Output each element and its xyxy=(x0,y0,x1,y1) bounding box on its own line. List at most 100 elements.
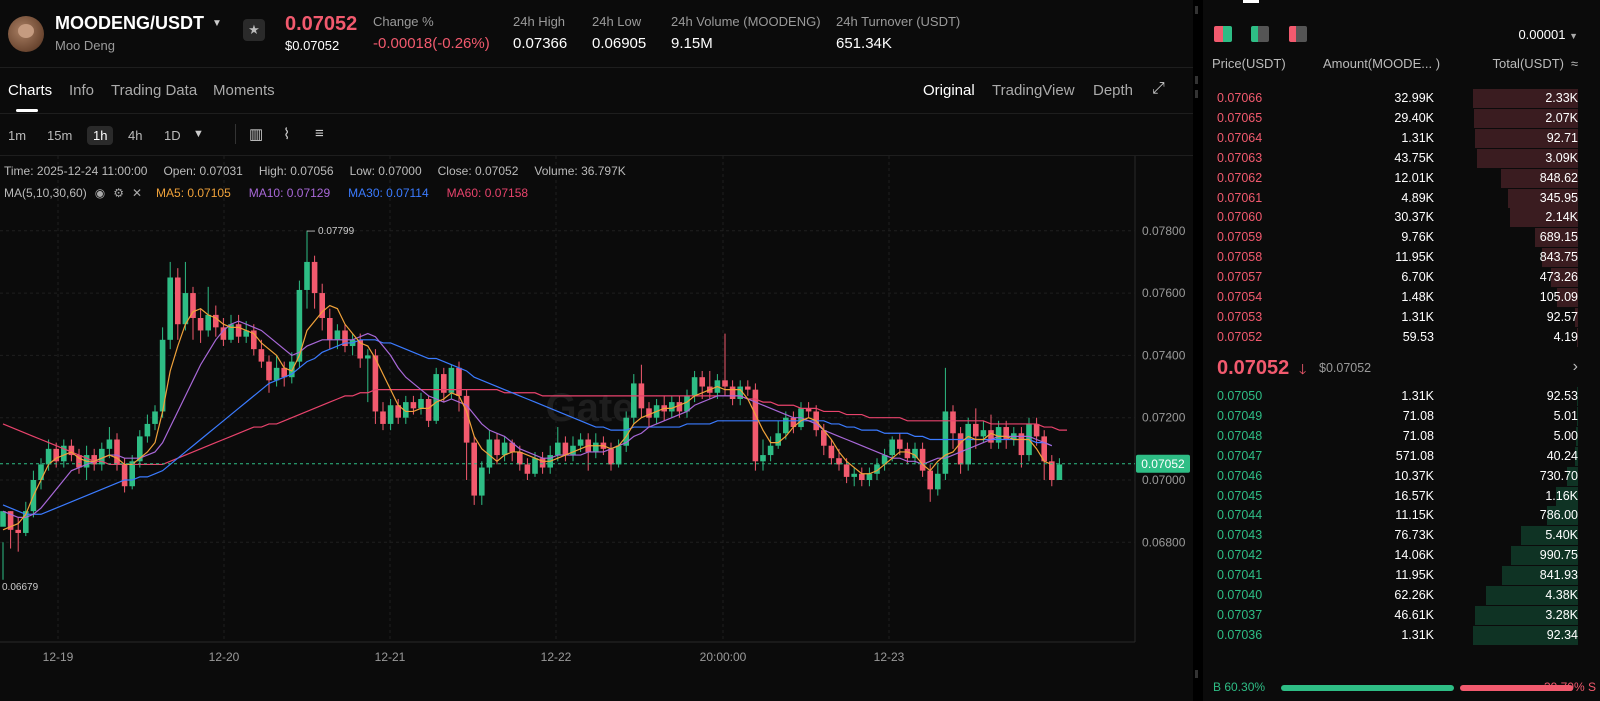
depth-bar xyxy=(1502,566,1578,586)
arrow-down-icon: 🡓 xyxy=(1299,361,1307,377)
settings-list-icon[interactable]: ≡ xyxy=(315,125,324,142)
ask-total: 2.33K xyxy=(1545,91,1578,105)
header-amount[interactable]: Amount(MOODE... ) xyxy=(1323,56,1441,71)
candle-body xyxy=(973,423,979,437)
current-price-label: 0.07052 xyxy=(1141,457,1185,471)
bid-row[interactable]: 0.07048 71.08 5.00 xyxy=(1203,426,1600,447)
ask-price: 0.07057 xyxy=(1217,270,1263,285)
ask-row[interactable]: 0.07054 1.48K 105.09 xyxy=(1203,288,1600,308)
ask-row[interactable]: 0.07066 32.99K 2.33K xyxy=(1203,89,1600,109)
ask-row[interactable]: 0.07058 11.95K 843.75 xyxy=(1203,248,1600,268)
ask-row[interactable]: 0.07057 6.70K 473.26 xyxy=(1203,268,1600,288)
stat-value: 651.34K xyxy=(836,35,892,52)
candle-body xyxy=(927,470,933,490)
candle-body xyxy=(220,327,227,340)
book-mode-bids-icon[interactable] xyxy=(1251,26,1269,42)
interval-1d[interactable]: 1D xyxy=(164,128,181,143)
depth-bar xyxy=(1547,506,1578,526)
sell-ratio: 39.70% S xyxy=(1543,680,1596,694)
book-mode-asks-icon[interactable] xyxy=(1289,26,1307,42)
ask-row[interactable]: 0.07060 30.37K 2.14K xyxy=(1203,208,1600,228)
candle-type-icon[interactable]: ▥ xyxy=(249,126,264,143)
bid-row[interactable]: 0.07049 71.08 5.01 xyxy=(1203,406,1600,427)
ask-row[interactable]: 0.07065 29.40K 2.07K xyxy=(1203,108,1600,129)
ask-amount: 4.89K xyxy=(1401,190,1434,205)
bid-row[interactable]: 0.07050 1.31K 92.53 xyxy=(1203,387,1600,407)
order-book: 0.00001 ▼ Price(USDT) Amount(MOODE... ) … xyxy=(1203,0,1600,701)
tab-info[interactable]: Info xyxy=(69,82,95,99)
ask-row[interactable]: 0.07053 1.31K 92.57 xyxy=(1203,307,1600,328)
eye-icon[interactable]: ◉ xyxy=(94,186,106,200)
mid-price: 0.07052 xyxy=(1217,357,1290,379)
view-tradingview[interactable]: TradingView xyxy=(992,82,1075,99)
stat-value: -0.00018(-0.26%) xyxy=(373,35,490,52)
candlestick-chart[interactable]: 0.07800 0.07600 0.07400 0.07200 0.07000 0.068… xyxy=(0,156,1193,701)
candle-body xyxy=(790,417,797,428)
depth-bar xyxy=(1577,406,1578,426)
resize-handle[interactable] xyxy=(1195,76,1198,84)
view-original[interactable]: Original xyxy=(923,82,975,99)
close-icon[interactable]: ✕ xyxy=(131,186,143,200)
candle-body xyxy=(205,314,211,331)
resize-handle[interactable] xyxy=(1195,90,1198,98)
header-total[interactable]: Total(USDT) xyxy=(1492,56,1564,71)
ask-row[interactable]: 0.07063 43.75K 3.09K xyxy=(1203,148,1600,169)
book-mode-both-icon[interactable] xyxy=(1214,26,1232,42)
pair-selector[interactable]: MOODENG/USDT ▼ xyxy=(55,13,222,34)
candle-body xyxy=(904,448,911,459)
star-icon[interactable]: ★ xyxy=(243,19,265,41)
last-price: 0.07052 xyxy=(285,13,358,35)
x-tick-label: 12-20 xyxy=(209,650,240,664)
ma-legend: MA(5,10,30,60) ◉ ⚙ ✕ MA5: 0.07105 MA10: … xyxy=(4,186,528,200)
ask-price: 0.07059 xyxy=(1217,230,1263,245)
bid-row[interactable]: 0.07045 16.57K 1.16K xyxy=(1203,486,1600,507)
ask-row[interactable]: 0.07052 59.53 4.19 xyxy=(1203,327,1600,348)
bid-row[interactable]: 0.07036 1.31K 92.34 xyxy=(1203,625,1600,646)
candle-body xyxy=(836,458,842,465)
ask-row[interactable]: 0.07061 4.89K 345.95 xyxy=(1203,188,1600,209)
tab-trading-data[interactable]: Trading Data xyxy=(111,82,198,99)
bid-row[interactable]: 0.07043 76.73K 5.40K xyxy=(1203,526,1600,546)
settings-icon[interactable]: ⚙ xyxy=(113,186,124,200)
tab-charts[interactable]: Charts xyxy=(8,82,53,99)
candle-body xyxy=(365,355,371,359)
candle-body xyxy=(334,330,341,340)
bid-amount: 46.61K xyxy=(1394,607,1434,622)
interval-4h[interactable]: 4h xyxy=(128,128,143,143)
y-tick-label: 0.07600 xyxy=(1142,286,1186,300)
chevron-right-icon[interactable]: › xyxy=(1572,358,1578,375)
expand-icon[interactable]: ⤢ xyxy=(1152,80,1165,97)
depth-bar xyxy=(1473,89,1578,108)
view-depth[interactable]: Depth xyxy=(1093,82,1134,99)
ask-row[interactable]: 0.07059 9.76K 689.15 xyxy=(1203,228,1600,248)
candle-body xyxy=(45,448,52,465)
bid-row[interactable]: 0.07046 10.37K 730.70 xyxy=(1203,466,1600,487)
bid-total: 1.16K xyxy=(1545,488,1578,503)
resize-handle[interactable] xyxy=(1195,6,1198,14)
ask-row[interactable]: 0.07062 12.01K 848.62 xyxy=(1203,168,1600,189)
interval-1h[interactable]: 1h xyxy=(87,126,114,145)
panel-divider[interactable] xyxy=(1193,0,1203,701)
candle-body xyxy=(15,529,21,533)
interval-15m[interactable]: 15m xyxy=(47,128,73,143)
candle-body xyxy=(950,411,956,434)
bid-row[interactable]: 0.07042 14.06K 990.75 xyxy=(1203,546,1600,566)
toolbar-divider xyxy=(235,124,236,144)
bid-row[interactable]: 0.07044 11.15K 786.00 xyxy=(1203,506,1600,526)
bid-row[interactable]: 0.07047 571.08 40.24 xyxy=(1203,446,1600,467)
indicators-icon[interactable]: ⌇ xyxy=(283,126,291,143)
stat-change: Change % -0.00018(-0.26%) xyxy=(373,14,490,52)
resize-handle[interactable] xyxy=(1195,670,1198,678)
bid-row[interactable]: 0.07040 62.26K 4.38K xyxy=(1203,586,1600,606)
chevron-down-icon[interactable]: ▼ xyxy=(193,128,204,140)
interval-1m[interactable]: 1m xyxy=(8,128,27,143)
swap-icon[interactable]: ≈ xyxy=(1570,56,1578,71)
tab-moments[interactable]: Moments xyxy=(213,82,275,99)
ask-row[interactable]: 0.07064 1.31K 92.71 xyxy=(1203,128,1600,149)
candle-body xyxy=(1003,427,1009,440)
bid-row[interactable]: 0.07041 11.95K 841.93 xyxy=(1203,566,1600,586)
bid-row[interactable]: 0.07037 46.61K 3.28K xyxy=(1203,605,1600,626)
candle-body xyxy=(539,458,546,468)
precision-select[interactable]: 0.00001 ▼ xyxy=(1518,27,1578,42)
candle-body xyxy=(729,386,736,399)
